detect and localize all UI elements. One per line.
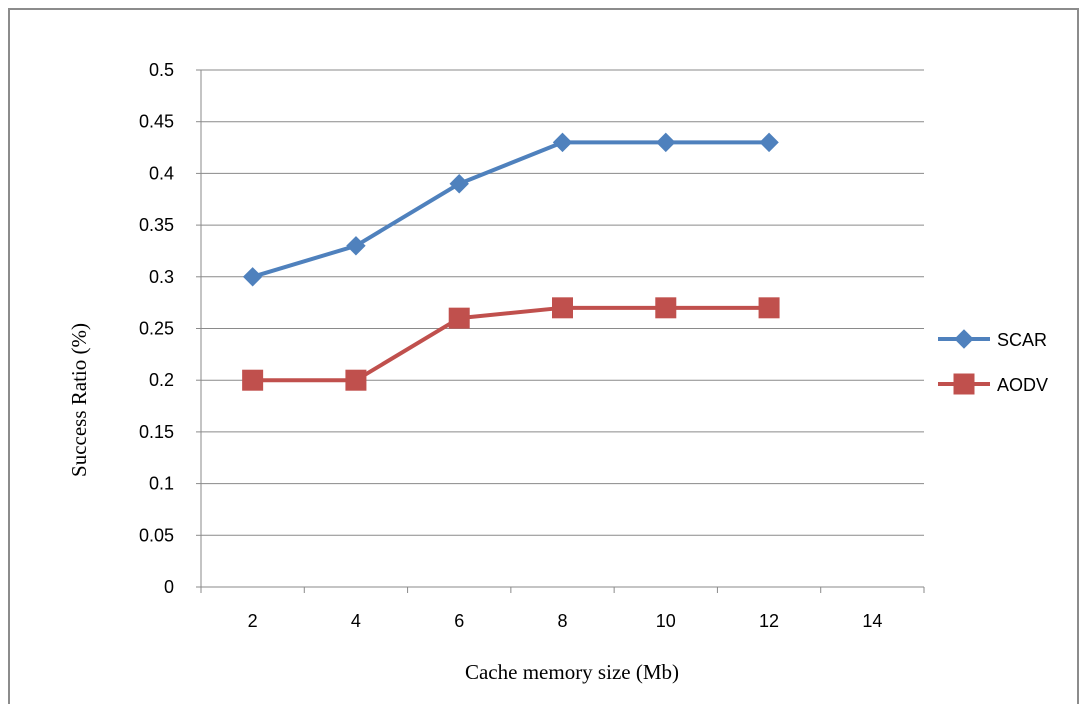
data-point-scar <box>656 132 676 153</box>
data-point-aodv <box>242 369 264 391</box>
y-tick-label: 0.25 <box>139 319 174 339</box>
y-tick-label: 0.35 <box>139 215 174 235</box>
data-point-scar <box>552 132 573 153</box>
x-tick-label: 2 <box>248 611 258 631</box>
y-tick-label: 0 <box>164 577 174 597</box>
x-tick-label: 6 <box>454 611 464 631</box>
legend-marker-aodv <box>953 373 975 395</box>
y-tick-label: 0.05 <box>139 525 174 545</box>
y-axis-title: Success Ratio (%) <box>67 323 91 477</box>
y-tick-label: 0.2 <box>149 370 174 390</box>
data-point-scar <box>759 132 779 153</box>
data-point-aodv <box>655 297 677 319</box>
legend-label-aodv: AODV <box>997 375 1048 395</box>
legend: SCAR AODV <box>938 329 1048 395</box>
x-tick-label: 8 <box>557 611 567 631</box>
y-tick-label: 0.1 <box>149 474 174 494</box>
x-tick-label: 4 <box>351 611 361 631</box>
data-point-scar <box>346 236 366 256</box>
x-tick-label: 10 <box>656 611 676 631</box>
data-point-aodv <box>758 297 780 319</box>
y-tick-label: 0.5 <box>149 60 174 80</box>
series-group <box>242 132 780 391</box>
data-point-scar <box>449 174 469 194</box>
x-tick-label: 14 <box>862 611 882 631</box>
y-tick-label: 0.15 <box>139 422 174 442</box>
x-tick-labels: 2 4 6 8 10 12 14 <box>248 611 883 631</box>
y-tick-labels: 0 0.05 0.1 0.15 0.2 0.25 0.3 0.35 0.4 0.45 0.5 <box>139 60 174 597</box>
chart-frame <box>8 8 1079 704</box>
axes <box>196 69 925 593</box>
series-aodv <box>242 297 780 391</box>
series-line-aodv <box>252 305 770 383</box>
series-line-scar <box>252 140 770 279</box>
x-axis-title: Cache memory size (Mb) <box>465 660 679 684</box>
legend-item-aodv: AODV <box>938 373 1048 395</box>
legend-marker-scar <box>954 329 974 349</box>
legend-item-scar: SCAR <box>938 329 1047 350</box>
data-point-aodv <box>345 369 367 391</box>
data-point-aodv <box>552 297 573 319</box>
y-tick-label: 0.45 <box>139 112 174 132</box>
legend-label-scar: SCAR <box>997 330 1047 350</box>
x-tick-label: 12 <box>759 611 779 631</box>
y-tick-label: 0.3 <box>149 267 174 287</box>
y-tick-label: 0.4 <box>149 163 174 183</box>
data-point-aodv <box>448 307 470 329</box>
gridlines <box>201 69 924 536</box>
series-scar <box>242 132 779 287</box>
data-point-scar <box>242 267 263 287</box>
